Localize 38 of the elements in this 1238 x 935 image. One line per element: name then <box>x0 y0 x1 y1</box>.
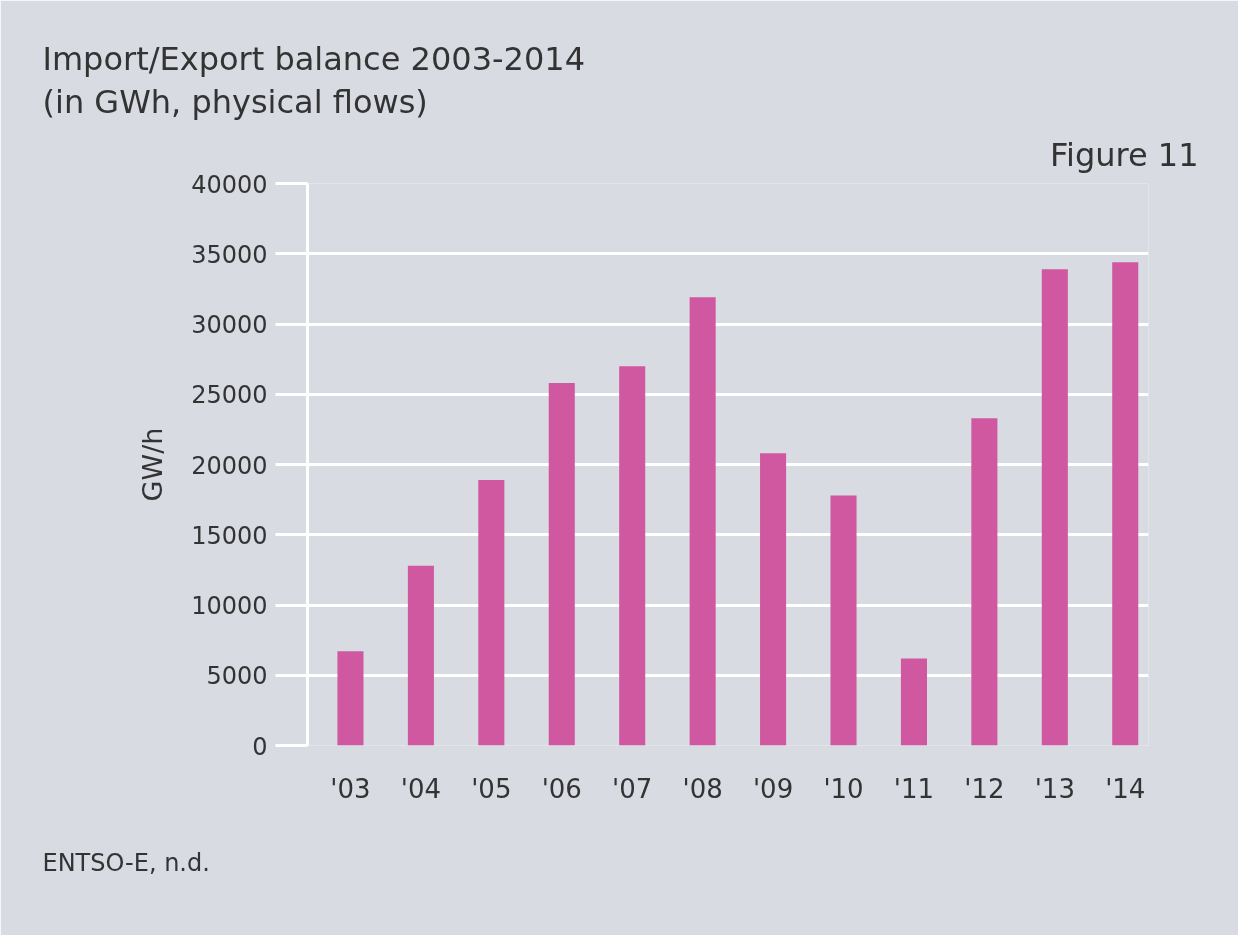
bar <box>971 418 998 746</box>
bar <box>619 366 646 746</box>
x-tick-label: '03 <box>330 773 371 804</box>
y-tick-label: 5000 <box>206 662 268 691</box>
x-tick-label: '06 <box>541 773 582 804</box>
bar <box>337 651 364 746</box>
y-tick-label: 0 <box>252 732 268 761</box>
bar <box>478 479 505 746</box>
x-tick-label: '07 <box>612 773 653 804</box>
bar <box>689 297 716 746</box>
y-tick-label: 10000 <box>191 592 268 620</box>
x-tick-label: '11 <box>893 773 935 804</box>
x-tick-label: '10 <box>823 773 864 804</box>
y-tick-label: 15000 <box>191 521 268 550</box>
x-tick-label: '12 <box>964 773 1005 804</box>
bar <box>830 495 857 746</box>
bar <box>548 383 575 746</box>
x-tick-label: '09 <box>752 773 794 804</box>
y-tick-label: 20000 <box>191 451 268 480</box>
y-tick-label: 25000 <box>191 381 268 410</box>
chart-title: Import/Export balance 2003-2014 <box>42 39 585 78</box>
x-tick-label: '05 <box>471 773 512 804</box>
y-tick-label: 35000 <box>191 240 268 269</box>
caption: Figure 11 <box>1049 135 1199 174</box>
x-tick-label: '14 <box>1105 773 1146 804</box>
x-tick-label: '08 <box>682 773 723 804</box>
chart-subtitle: (in GWh, physical flows) <box>42 83 428 121</box>
y-tick-label: 30000 <box>191 311 268 339</box>
text: ENTSO-E, n.d. <box>42 848 210 877</box>
y-tick-label: 40000 <box>191 170 268 199</box>
x-tick-label: '04 <box>400 773 442 804</box>
y-axis-title: GW/h <box>137 427 169 502</box>
bar <box>760 453 787 746</box>
bar <box>1041 269 1068 746</box>
x-tick-label: '13 <box>1034 773 1075 804</box>
bar <box>1112 262 1139 746</box>
bar <box>407 565 434 746</box>
bar <box>900 658 927 746</box>
